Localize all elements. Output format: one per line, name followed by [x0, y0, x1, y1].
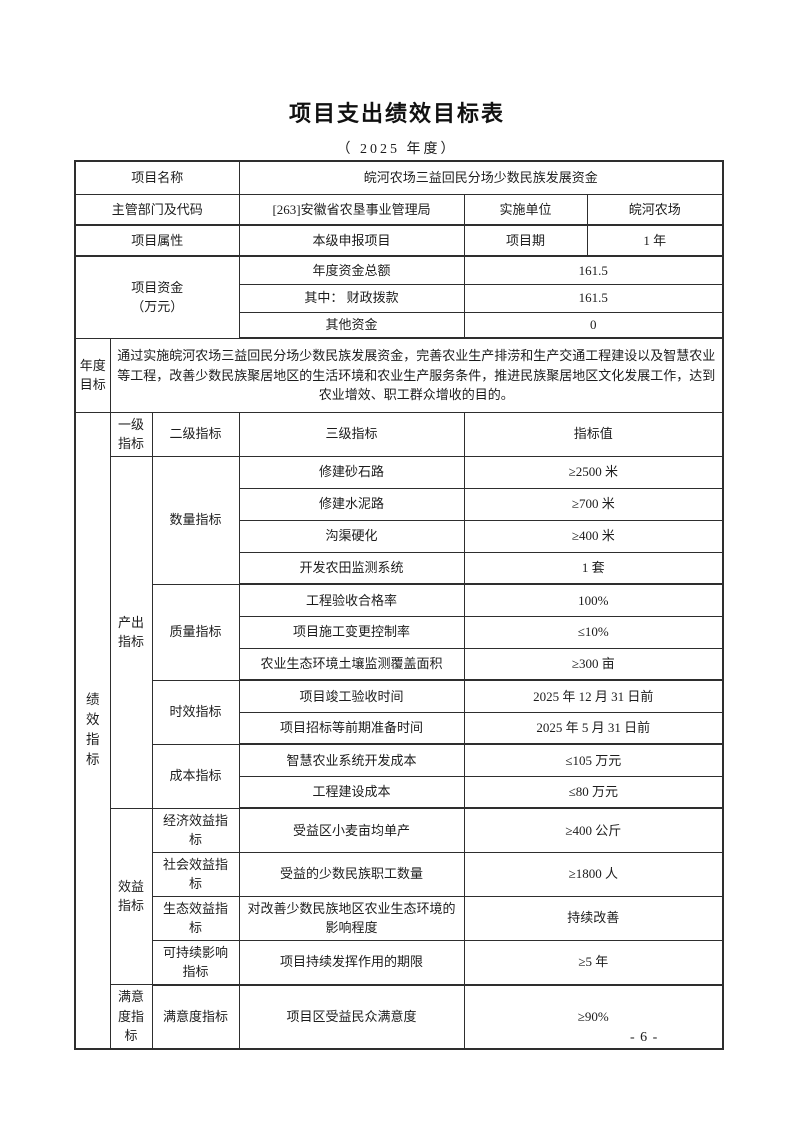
l2-quality: 质量指标 [151, 583, 240, 681]
indicator-row: 沟渠硬化 ≥400 米 [75, 519, 724, 553]
l2-social: 社会效益指 标 [151, 851, 240, 897]
l3-cell: 沟渠硬化 [238, 519, 465, 553]
indicator-row: 工程建设成本 ≤80 万元 [75, 775, 724, 809]
fund-other-value: 0 [463, 311, 724, 339]
indicator-row: 修建水泥路 ≥700 米 [75, 487, 724, 521]
value-cell: ≥400 米 [463, 519, 724, 553]
l3-cell: 项目施工变更控制率 [238, 615, 465, 649]
value-cell: ≤105 万元 [463, 743, 724, 777]
header-level1: 一级 指标 [109, 411, 153, 457]
indicator-row: 满意 度指 标 满意度指标 项目区受益民众满意度 ≥90% [75, 984, 724, 1049]
indicator-row: 社会效益指 标 受益的少数民族职工数量 ≥1800 人 [75, 851, 724, 897]
value-cell: ≥1800 人 [463, 851, 724, 897]
department-value: [263]安徽省农垦事业管理局 [238, 193, 465, 226]
page-number: - 6 - [630, 1030, 659, 1045]
header-level2: 二级指标 [151, 411, 240, 457]
page-title: 项目支出绩效目标表 [288, 101, 505, 126]
annual-goal-text: 通过实施皖河农场三益回民分场少数民族发展资金，完善农业生产排涝和生产交通工程建设… [109, 337, 724, 413]
header-level3: 三级指标 [238, 411, 465, 457]
row-fund-fiscal: 其中： 财政拨款 161.5 [75, 283, 724, 313]
l1-satisfaction: 满意 度指 标 [109, 984, 153, 1049]
department-label: 主管部门及代码 [74, 193, 240, 226]
l3-cell: 项目招标等前期准备时间 [238, 711, 465, 745]
value-cell: ≥90% [463, 984, 724, 1049]
l2-economic: 经济效益指 标 [151, 807, 240, 853]
project-name-label: 项目名称 [74, 160, 240, 195]
l3-cell: 开发农田监测系统 [238, 551, 465, 585]
l3-cell: 受益区小麦亩均单产 [238, 807, 465, 853]
indicator-row: 可持续影响 指标 项目持续发挥作用的期限 ≥5 年 [75, 939, 724, 986]
value-cell: 持续改善 [463, 895, 724, 941]
fund-fiscal-value: 161.5 [463, 283, 724, 313]
row-annual-goal: 年度 目标 通过实施皖河农场三益回民分场少数民族发展资金，完善农业生产排涝和生产… [74, 337, 724, 413]
value-cell: ≥300 亩 [463, 647, 724, 681]
l3-cell: 受益的少数民族职工数量 [238, 851, 465, 897]
l3-cell: 修建水泥路 [238, 487, 465, 521]
period-value: 1 年 [586, 224, 724, 257]
value-cell: ≥5 年 [463, 939, 724, 986]
period-label: 项目期 [463, 224, 588, 257]
l2-satisfaction: 满意度指标 [151, 984, 240, 1049]
value-cell: 100% [463, 583, 724, 617]
row-attribute: 项目属性 本级申报项目 项目期 1 年 [74, 224, 724, 257]
l3-cell: 项目区受益民众满意度 [238, 984, 465, 1049]
row-fund-total: 项目资金 （万元） 年度资金总额 161.5 [74, 255, 724, 339]
annual-goal-label: 年度 目标 [74, 337, 111, 413]
indicator-row: 开发农田监测系统 1 套 [75, 551, 724, 585]
l2-time: 时效指标 [151, 679, 240, 745]
l2-quantity: 数量指标 [151, 455, 240, 585]
l1-benefit: 效益 指标 [109, 807, 153, 985]
l3-cell: 工程验收合格率 [238, 583, 465, 617]
row-project-name: 项目名称 皖河农场三益回民分场少数民族发展资金 [74, 160, 724, 195]
fund-fiscal-label: 其中： 财政拨款 [238, 283, 465, 313]
project-name-value: 皖河农场三益回民分场少数民族发展资金 [238, 160, 724, 195]
fund-label: 项目资金 （万元） [74, 255, 240, 339]
indicator-row: 生态效益指 标 对改善少数民族地区农业生态环境的影响程度 持续改善 [75, 895, 724, 941]
l2-cost: 成本指标 [151, 743, 240, 809]
fund-other-label: 其他资金 [238, 311, 465, 339]
l3-cell: 农业生态环境土壤监测覆盖面积 [238, 647, 465, 681]
row-department: 主管部门及代码 [263]安徽省农垦事业管理局 实施单位 皖河农场 [74, 193, 724, 226]
indicator-row: 农业生态环境土壤监测覆盖面积 ≥300 亩 [75, 647, 724, 681]
indicator-side-label: 绩 效 指 标 [74, 411, 111, 1049]
value-cell: ≥700 米 [463, 487, 724, 521]
l2-sustain: 可持续影响 指标 [151, 939, 240, 986]
indicator-row: 项目施工变更控制率 ≤10% [75, 615, 724, 649]
l3-cell: 修建砂石路 [238, 455, 465, 489]
value-cell: ≥2500 米 [463, 455, 724, 489]
value-cell: 1 套 [463, 551, 724, 585]
value-cell: 2025 年 5 月 31 日前 [463, 711, 724, 745]
fund-total-label: 年度资金总额 [238, 255, 465, 285]
fund-total-value: 161.5 [463, 255, 724, 285]
attribute-value: 本级申报项目 [238, 224, 465, 257]
indicator-row: 效益 指标 经济效益指 标 受益区小麦亩均单产 ≥400 公斤 [75, 807, 724, 985]
indicator-row: 产出 指标 数量指标 修建砂石路 ≥2500 米 [75, 455, 724, 809]
indicator-row: 项目招标等前期准备时间 2025 年 5 月 31 日前 [75, 711, 724, 745]
l3-cell: 项目竣工验收时间 [238, 679, 465, 713]
indicator-row: 时效指标 项目竣工验收时间 2025 年 12 月 31 日前 [75, 679, 724, 745]
row-fund-other: 其他资金 0 [75, 311, 724, 339]
l2-eco: 生态效益指 标 [151, 895, 240, 941]
performance-target-table: 项目名称 皖河农场三益回民分场少数民族发展资金 主管部门及代码 [263]安徽省… [74, 160, 725, 1050]
l3-cell: 工程建设成本 [238, 775, 465, 809]
l3-cell: 对改善少数民族地区农业生态环境的影响程度 [238, 895, 465, 941]
indicator-row: 成本指标 智慧农业系统开发成本 ≤105 万元 [75, 743, 724, 809]
value-cell: ≤80 万元 [463, 775, 724, 809]
l3-cell: 项目持续发挥作用的期限 [238, 939, 465, 986]
indicator-row: 质量指标 工程验收合格率 100% [75, 583, 724, 681]
l3-cell: 智慧农业系统开发成本 [238, 743, 465, 777]
impl-unit-value: 皖河农场 [586, 193, 724, 226]
l1-output: 产出 指标 [109, 455, 153, 809]
header-value: 指标值 [463, 411, 724, 457]
page-subtitle: （ 2025 年度） [336, 142, 458, 157]
value-cell: ≤10% [463, 615, 724, 649]
row-indicator-header: 绩 效 指 标 一级 指标 二级指标 三级指标 指标值 [74, 411, 724, 1049]
attribute-label: 项目属性 [74, 224, 240, 257]
value-cell: ≥400 公斤 [463, 807, 724, 853]
impl-unit-label: 实施单位 [463, 193, 588, 226]
value-cell: 2025 年 12 月 31 日前 [463, 679, 724, 713]
